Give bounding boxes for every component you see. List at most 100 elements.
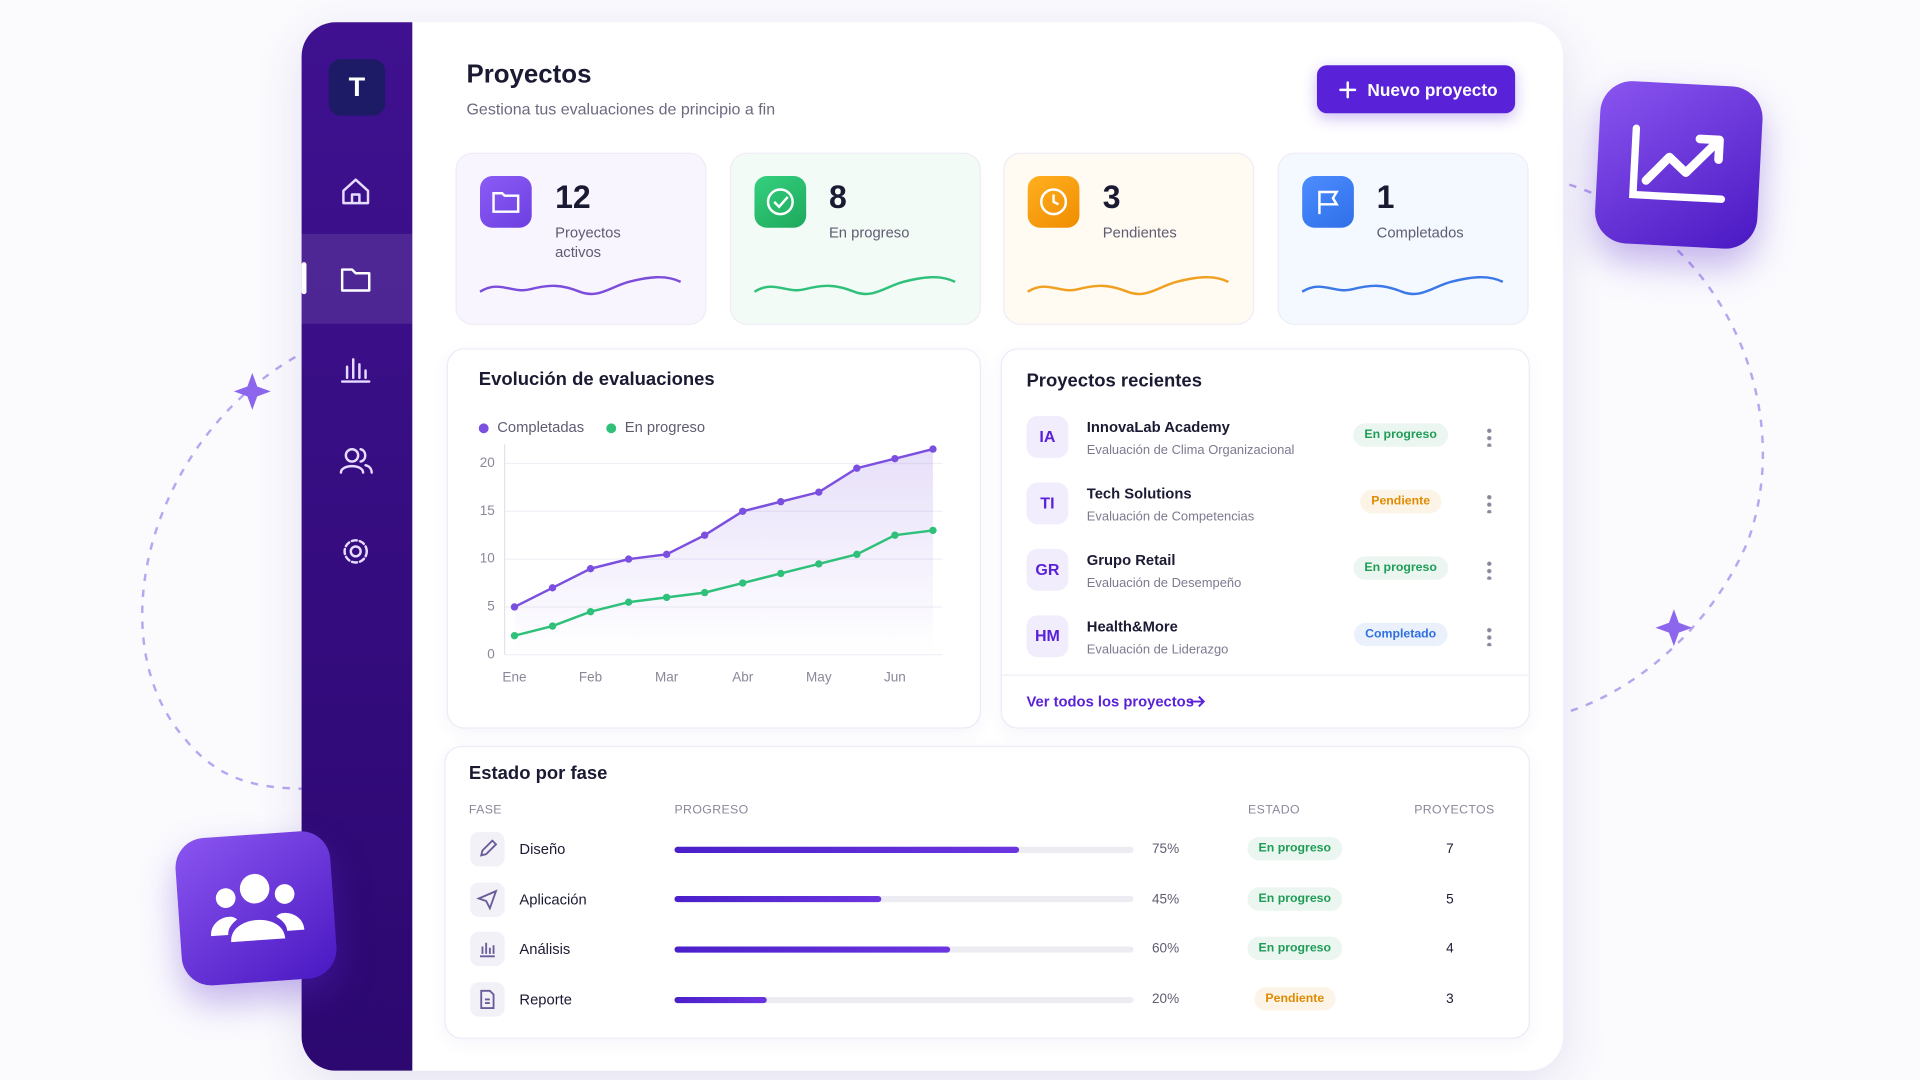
sparkline-path xyxy=(753,276,956,296)
legend-label: En progreso xyxy=(625,420,705,436)
y-tick-label: 10 xyxy=(480,551,495,566)
stat-icon xyxy=(1027,176,1080,228)
plus-icon xyxy=(1339,81,1357,99)
phase-name: Reporte xyxy=(519,990,572,1009)
settings-icon[interactable] xyxy=(343,539,369,564)
dashed-curve xyxy=(141,355,370,790)
phases-title: Estado por fase xyxy=(468,763,608,785)
sparkline-path xyxy=(479,276,682,296)
logo[interactable]: T xyxy=(328,59,386,116)
page-subtitle: Gestiona tus evaluaciones de principio a… xyxy=(466,99,776,119)
divider xyxy=(1001,674,1529,676)
recent-card: Proyectos recientes Ver todos los proyec… xyxy=(1000,348,1530,729)
nav-icons xyxy=(339,178,373,564)
point xyxy=(739,579,747,587)
team-badge xyxy=(173,829,339,988)
chart-title: Evolución de evaluaciones xyxy=(479,368,715,389)
point xyxy=(624,555,633,563)
y-tick-label: 20 xyxy=(480,455,495,470)
point xyxy=(929,445,937,453)
stat-value: 1 xyxy=(1376,178,1395,216)
progress-bar xyxy=(674,996,767,1003)
chart-icon[interactable] xyxy=(340,358,371,383)
stat-value: 8 xyxy=(828,178,847,216)
button-label: Nuevo proyecto xyxy=(1367,80,1498,100)
project-name: InnovaLab Academy xyxy=(1086,418,1230,436)
page-title: Proyectos xyxy=(466,60,592,89)
line-chart: Evolución de evaluaciones Completadas En p… xyxy=(478,368,943,685)
users-icon[interactable] xyxy=(344,448,360,463)
point xyxy=(700,531,709,539)
y-tick-label: 5 xyxy=(487,599,495,614)
folder-icon[interactable] xyxy=(340,268,371,292)
sparkline xyxy=(1300,276,1503,296)
stat-icon xyxy=(1301,176,1354,228)
status-badge: En progreso xyxy=(1247,937,1343,961)
project-subtitle: Evaluación de Desempeño xyxy=(1086,576,1242,591)
phase-name: Aplicación xyxy=(519,890,587,908)
settings-icon[interactable] xyxy=(349,545,362,558)
new-project-button[interactable]: Nuevo proyecto xyxy=(1316,65,1516,114)
dashed-curve xyxy=(1568,183,1765,713)
point xyxy=(510,603,519,611)
point xyxy=(853,550,861,559)
point xyxy=(853,464,861,472)
home-icon[interactable] xyxy=(342,178,370,205)
phase-icon xyxy=(470,982,505,1017)
stat-card: 1 Completados xyxy=(1276,152,1529,325)
point xyxy=(548,622,557,630)
point xyxy=(700,588,709,597)
trend-badge xyxy=(1593,79,1765,251)
point xyxy=(662,593,671,602)
point xyxy=(815,560,823,568)
legend-dot xyxy=(478,423,489,434)
project-name: Tech Solutions xyxy=(1086,484,1192,503)
project-subtitle: Evaluación de Clima Organizacional xyxy=(1086,443,1295,458)
project-count: 4 xyxy=(1446,942,1454,957)
sparkline xyxy=(1027,276,1229,296)
more-menu[interactable] xyxy=(1486,560,1492,580)
active-nav xyxy=(301,233,413,324)
team-icon xyxy=(211,873,305,943)
chart-card: Evolución de evaluaciones Completadas En p… xyxy=(446,348,981,729)
point xyxy=(891,454,899,463)
more-menu[interactable] xyxy=(1486,493,1492,514)
column-header: FASE xyxy=(468,803,502,818)
column-header: ESTADO xyxy=(1248,803,1300,818)
progress-bar xyxy=(674,896,882,903)
stat-value: 12 xyxy=(555,178,591,216)
x-tick-label: Feb xyxy=(579,670,602,685)
progress-label: 75% xyxy=(1152,841,1180,857)
x-tick-label: Abr xyxy=(732,670,754,685)
stat-label: Proyectos activos xyxy=(555,224,621,261)
project-subtitle: Evaluación de Competencias xyxy=(1086,509,1255,525)
status-badge: Pendiente xyxy=(1360,489,1442,514)
stat-icon xyxy=(480,176,532,228)
phases-card: Estado por fase FASE PROGRESO ESTADO PROYEC… xyxy=(444,745,1530,1039)
arrow-icon xyxy=(1190,695,1206,708)
sparkle xyxy=(1655,609,1693,647)
status-badge: En progreso xyxy=(1353,423,1448,447)
sparkline xyxy=(753,276,956,296)
line xyxy=(513,447,934,609)
stat-label: Completados xyxy=(1376,224,1464,242)
users-icon[interactable] xyxy=(339,448,373,474)
view-all-link[interactable]: Ver todos los proyectos xyxy=(1026,692,1194,711)
phase-icon xyxy=(470,932,505,967)
phase-name: Diseño xyxy=(519,840,566,858)
point xyxy=(586,564,595,573)
y-tick-label: 15 xyxy=(480,503,495,518)
y-tick-label: 0 xyxy=(487,646,495,661)
project-subtitle: Evaluación de Liderazgo xyxy=(1086,642,1229,658)
point xyxy=(662,550,671,559)
avatar: GR xyxy=(1026,548,1069,591)
point xyxy=(777,498,785,506)
more-menu[interactable] xyxy=(1486,427,1492,447)
point xyxy=(548,584,557,592)
avatar: IA xyxy=(1026,416,1069,458)
status-badge: En progreso xyxy=(1247,887,1343,911)
column-header: PROGRESO xyxy=(674,803,749,818)
more-menu[interactable] xyxy=(1486,626,1492,647)
progress-track xyxy=(674,996,1134,1003)
